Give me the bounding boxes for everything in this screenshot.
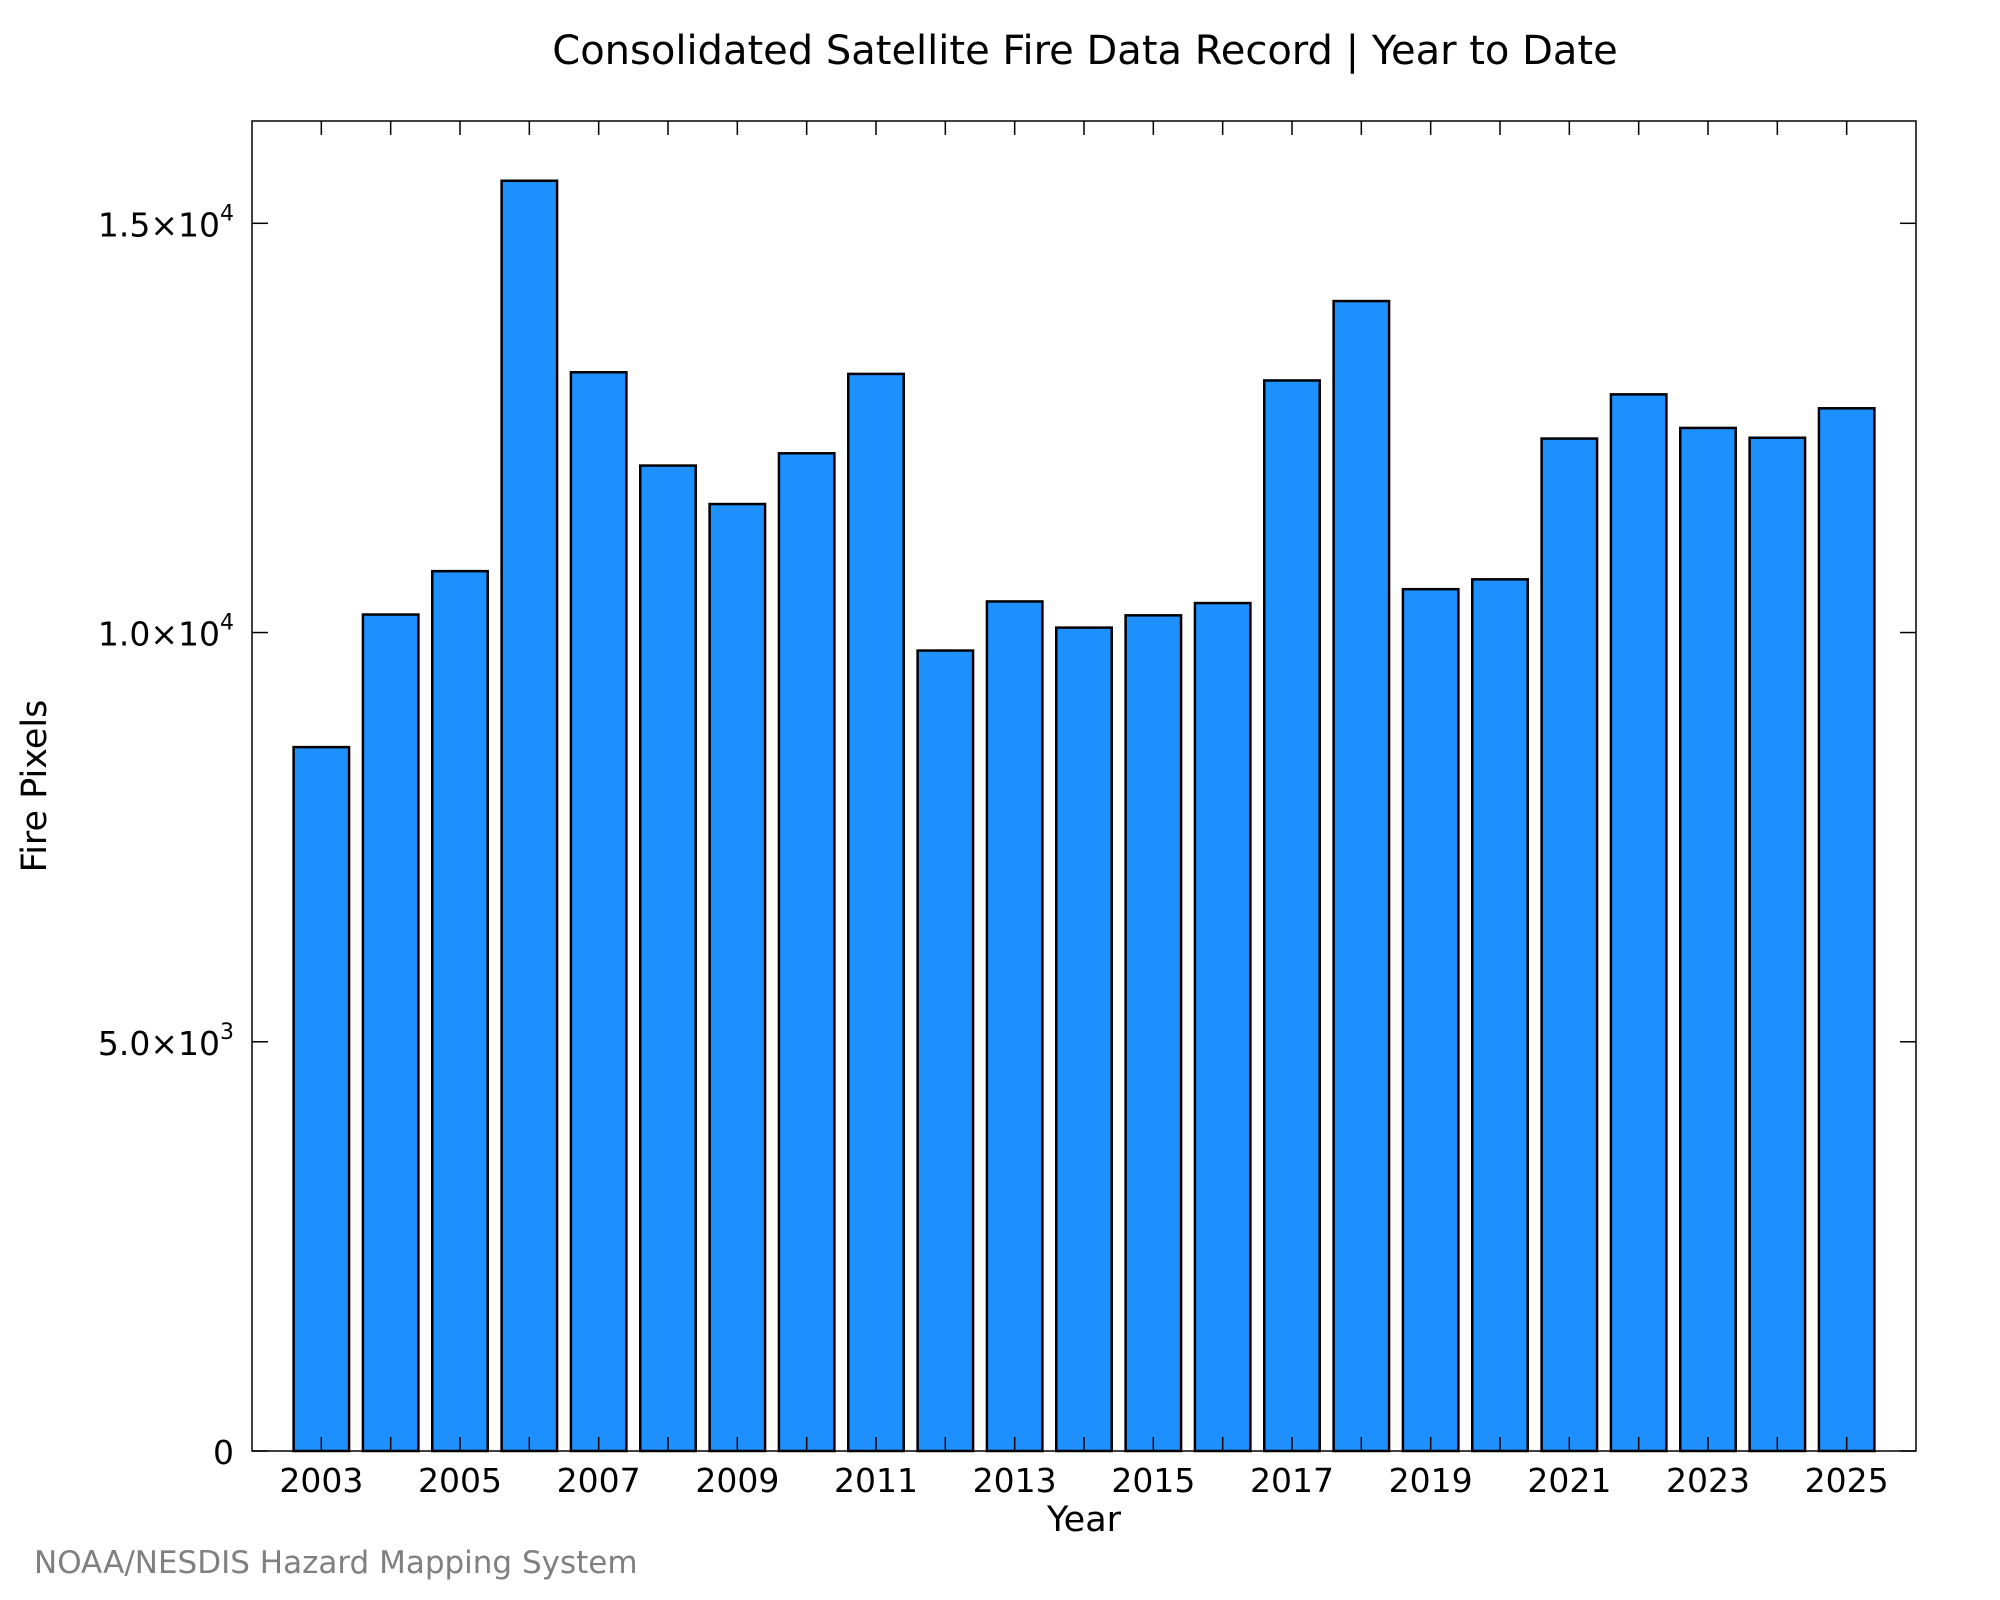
bar-2017: [1263, 379, 1321, 1453]
plot-frame: [251, 120, 1917, 1452]
x-tick-label-2013: 2013: [973, 1461, 1057, 1500]
bar-2021: [1540, 437, 1599, 1453]
y-axis-label: Fire Pixels: [15, 700, 55, 873]
bar-2023: [1679, 426, 1737, 1453]
y-tick-label: 5.0×103: [98, 1020, 234, 1063]
bar-2015: [1124, 614, 1183, 1453]
bar-2006: [500, 179, 559, 1453]
x-tick-label-2021: 2021: [1527, 1461, 1611, 1500]
bar-2014: [1055, 626, 1113, 1453]
x-tick-label-2023: 2023: [1666, 1461, 1750, 1500]
bar-2007: [569, 371, 628, 1453]
x-tick-label-2017: 2017: [1250, 1461, 1334, 1500]
x-tick-label-2019: 2019: [1389, 1461, 1473, 1500]
bar-2020: [1471, 578, 1529, 1453]
bar-2022: [1609, 393, 1668, 1453]
bar-2016: [1193, 601, 1252, 1453]
bar-2024: [1748, 436, 1807, 1453]
x-axis-label: Year: [1046, 1500, 1122, 1540]
x-tick-label-2015: 2015: [1111, 1461, 1195, 1500]
x-tick-label-2011: 2011: [834, 1461, 918, 1500]
bar-2012: [916, 649, 975, 1453]
y-tick-label: 0: [213, 1433, 234, 1472]
x-tick-label-2025: 2025: [1805, 1461, 1889, 1500]
x-tick-label-2005: 2005: [418, 1461, 502, 1500]
y-tick-label: 1.5×104: [98, 201, 234, 244]
credit-text: NOAA/NESDIS Hazard Mapping System: [34, 1545, 638, 1581]
bar-2011: [847, 372, 905, 1453]
y-tick-label: 1.0×104: [98, 611, 234, 654]
bar-2019: [1401, 587, 1460, 1453]
bar-2008: [639, 464, 697, 1453]
bar-2025: [1817, 407, 1876, 1453]
x-tick-label-2007: 2007: [557, 1461, 641, 1500]
x-tick-label-2003: 2003: [279, 1461, 363, 1500]
bars-group: [292, 179, 1876, 1453]
bar-2004: [361, 613, 420, 1453]
y-tick-labels: 0 5.0×103 1.0×104 1.5×104: [98, 201, 234, 1472]
bar-2009: [708, 502, 767, 1453]
bar-2010: [777, 452, 836, 1453]
x-tick-labels: 2003 2005 2007 2009 2011 2013 2015 2017 2019 2021…: [279, 1461, 1888, 1500]
bar-2013: [985, 600, 1044, 1453]
chart-title: Consolidated Satellite Fire Data Record …: [552, 28, 1617, 74]
bar-2003: [292, 745, 351, 1453]
axis-ticks-group: [252, 121, 1916, 1452]
x-tick-label-2009: 2009: [695, 1461, 779, 1500]
bar-2018: [1332, 299, 1391, 1453]
bar-2005: [431, 569, 489, 1453]
